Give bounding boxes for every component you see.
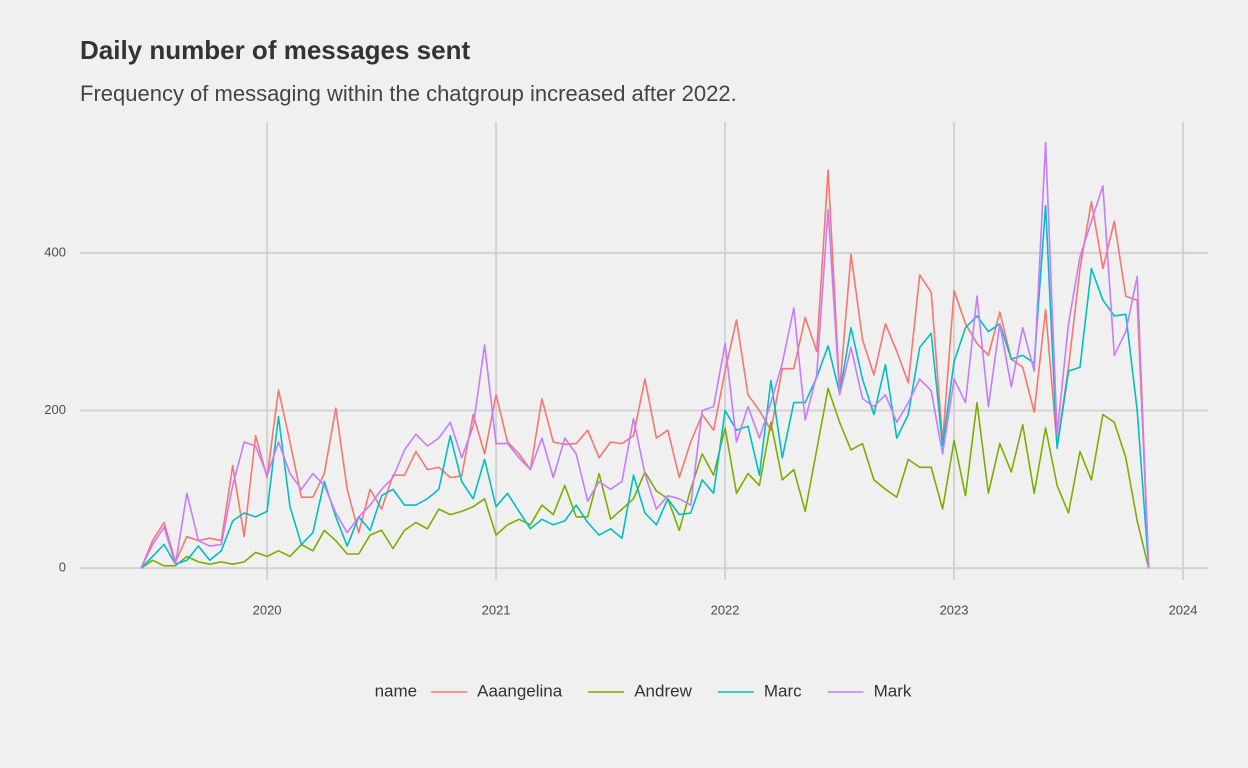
x-tick-label: 2024 bbox=[1169, 602, 1198, 617]
series-line bbox=[140, 204, 1150, 569]
legend-label: Aaangelina bbox=[477, 681, 563, 700]
x-tick-label: 2023 bbox=[940, 602, 969, 617]
x-tick-label: 2022 bbox=[711, 602, 740, 617]
legend: name Aaangelina Andrew Marc Mark bbox=[375, 681, 912, 700]
legend-label: Andrew bbox=[634, 681, 692, 700]
chart-title: Daily number of messages sent bbox=[80, 35, 470, 65]
chart-subtitle: Frequency of messaging within the chatgr… bbox=[80, 81, 737, 106]
x-tick-label: 2020 bbox=[253, 602, 282, 617]
legend-label: Marc bbox=[764, 681, 802, 700]
y-tick-label: 400 bbox=[44, 244, 66, 259]
y-tick-label: 200 bbox=[44, 402, 66, 417]
legend-title: name bbox=[375, 681, 418, 700]
x-tick-label: 2021 bbox=[482, 602, 511, 617]
series-line bbox=[140, 141, 1150, 569]
series-line bbox=[140, 169, 1150, 569]
plot bbox=[140, 141, 1150, 569]
legend-label: Mark bbox=[874, 681, 912, 700]
y-tick-label: 0 bbox=[59, 560, 66, 575]
